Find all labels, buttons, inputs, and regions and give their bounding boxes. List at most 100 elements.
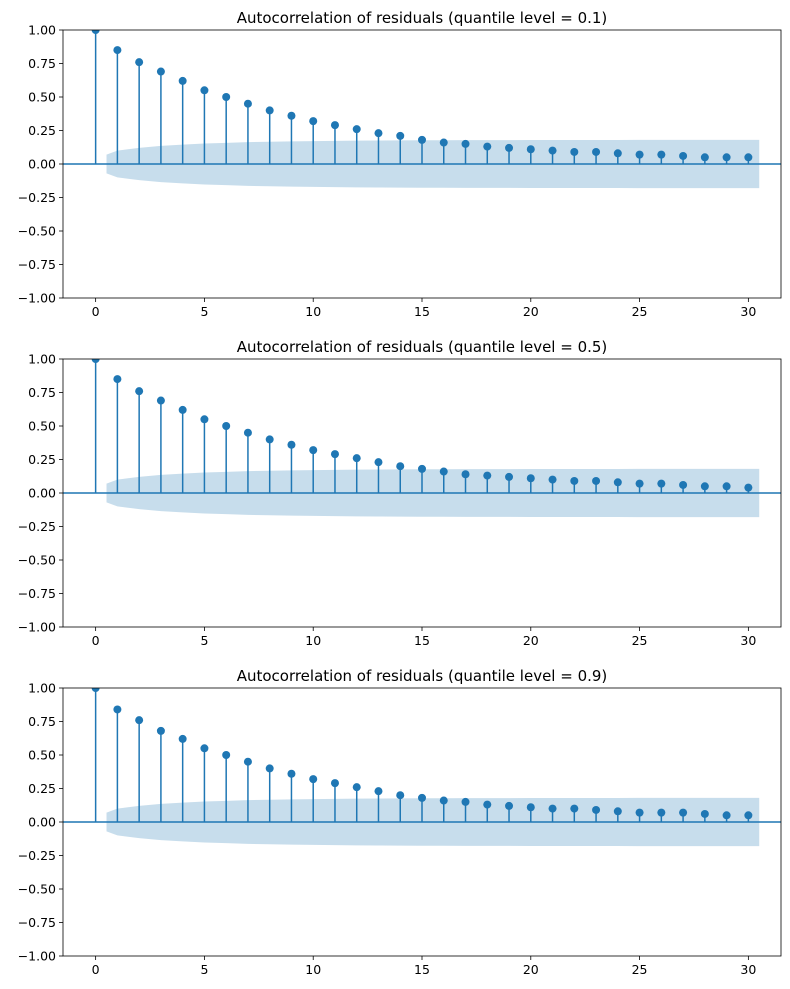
acf-point-lag-21 bbox=[548, 804, 557, 813]
acf-point-lag-15 bbox=[418, 135, 426, 144]
acf-point-lag-22 bbox=[570, 147, 579, 156]
acf-point-lag-18 bbox=[483, 800, 492, 809]
acf-point-lag-9 bbox=[287, 769, 296, 778]
acf-point-lag-29 bbox=[722, 153, 731, 162]
acf-point-lag-10 bbox=[309, 446, 318, 455]
y-tick-label: −1.00 bbox=[18, 949, 56, 964]
x-tick-label: 15 bbox=[414, 962, 430, 977]
y-tick-label: 0.50 bbox=[28, 90, 56, 105]
acf-point-lag-2 bbox=[135, 387, 144, 396]
acf-point-lag-21 bbox=[548, 475, 557, 484]
acf-point-lag-13 bbox=[374, 458, 383, 467]
acf-point-lag-25 bbox=[635, 479, 644, 488]
acf-point-lag-8 bbox=[265, 764, 274, 773]
x-tick-label: 25 bbox=[632, 962, 648, 977]
y-tick-label: −0.50 bbox=[18, 224, 56, 239]
acf-point-lag-4 bbox=[178, 734, 187, 743]
acf-point-lag-5 bbox=[200, 415, 209, 424]
acf-point-lag-28 bbox=[700, 153, 709, 162]
x-tick-label: 15 bbox=[414, 304, 430, 319]
acf-point-lag-0 bbox=[91, 359, 100, 363]
acf-point-lag-14 bbox=[396, 791, 405, 800]
acf-point-lag-28 bbox=[700, 809, 709, 818]
acf-point-lag-15 bbox=[418, 464, 426, 473]
acf-point-lag-4 bbox=[178, 76, 187, 85]
acf-point-lag-6 bbox=[222, 93, 231, 101]
acf-point-lag-26 bbox=[657, 479, 666, 488]
acf-point-lag-0 bbox=[91, 688, 100, 692]
acf-point-lag-12 bbox=[352, 454, 361, 463]
x-tick-label: 5 bbox=[200, 962, 208, 977]
y-tick-label: −0.50 bbox=[18, 553, 56, 568]
x-tick-label: 25 bbox=[632, 633, 648, 648]
plot-area bbox=[63, 30, 781, 189]
acf-point-lag-21 bbox=[548, 146, 557, 155]
acf-point-lag-19 bbox=[505, 472, 514, 481]
acf-point-lag-13 bbox=[374, 787, 383, 796]
acf-point-lag-24 bbox=[613, 149, 622, 158]
x-tick-label: 0 bbox=[92, 304, 100, 319]
x-tick-label: 15 bbox=[414, 633, 430, 648]
acf-panel-3: 0 5 10 15 20 25 30 −1.00 −0.75 −0.50 −0.25 0.00 0.25… bbox=[18, 667, 782, 977]
acf-point-lag-23 bbox=[592, 805, 601, 814]
y-tick-label: 0.00 bbox=[28, 815, 56, 830]
y-tick-label: −0.25 bbox=[18, 519, 56, 534]
acf-point-lag-9 bbox=[287, 111, 296, 120]
acf-point-lag-26 bbox=[657, 150, 666, 159]
acf-point-lag-18 bbox=[483, 471, 492, 480]
acf-point-lag-17 bbox=[461, 470, 470, 479]
acf-point-lag-16 bbox=[439, 796, 448, 805]
x-tick-label: 30 bbox=[740, 304, 756, 319]
y-tick-label: 0.50 bbox=[28, 748, 56, 763]
acf-point-lag-7 bbox=[243, 428, 252, 437]
acf-point-lag-6 bbox=[222, 422, 231, 430]
chart-title: Autocorrelation of residuals (quantile l… bbox=[237, 667, 608, 685]
x-tick-label: 10 bbox=[305, 633, 321, 648]
y-tick-label: 1.00 bbox=[28, 352, 56, 367]
x-tick-label: 20 bbox=[523, 304, 539, 319]
acf-point-lag-1 bbox=[113, 46, 122, 55]
x-tick-label: 5 bbox=[200, 304, 208, 319]
acf-point-lag-11 bbox=[330, 121, 339, 130]
y-tick-label: 1.00 bbox=[28, 681, 56, 696]
y-tick-label: −1.00 bbox=[18, 620, 56, 635]
y-tick-label: 0.50 bbox=[28, 419, 56, 434]
y-tick-label: 0.75 bbox=[28, 714, 56, 729]
y-tick-label: 0.25 bbox=[28, 452, 56, 467]
acf-point-lag-5 bbox=[200, 86, 209, 95]
acf-point-lag-1 bbox=[113, 705, 122, 714]
chart-title: Autocorrelation of residuals (quantile l… bbox=[237, 9, 608, 27]
y-tick-label: 0.00 bbox=[28, 157, 56, 172]
acf-point-lag-15 bbox=[418, 793, 426, 802]
acf-point-lag-9 bbox=[287, 440, 296, 449]
acf-point-lag-14 bbox=[396, 462, 405, 471]
acf-point-lag-27 bbox=[679, 480, 688, 489]
x-tick-label: 5 bbox=[200, 633, 208, 648]
y-tick-label: −0.75 bbox=[18, 915, 56, 930]
acf-point-lag-27 bbox=[679, 808, 688, 817]
acf-point-lag-0 bbox=[91, 30, 100, 34]
x-tick-label: 10 bbox=[305, 962, 321, 977]
acf-point-lag-1 bbox=[113, 375, 122, 384]
acf-point-lag-23 bbox=[592, 147, 601, 156]
y-tick-label: −1.00 bbox=[18, 291, 56, 306]
acf-point-lag-20 bbox=[526, 803, 535, 812]
acf-point-lag-12 bbox=[352, 125, 361, 134]
acf-point-lag-22 bbox=[570, 804, 579, 813]
y-tick-label: −0.75 bbox=[18, 257, 56, 272]
acf-point-lag-17 bbox=[461, 797, 470, 806]
y-tick-label: −0.75 bbox=[18, 586, 56, 601]
acf-point-lag-16 bbox=[439, 138, 448, 147]
acf-panel-2: 0 5 10 15 20 25 30 −1.00 −0.75 −0.50 −0.25 0.00 0.25… bbox=[18, 338, 782, 648]
acf-point-lag-24 bbox=[613, 478, 622, 487]
acf-point-lag-30 bbox=[744, 811, 753, 820]
acf-point-lag-16 bbox=[439, 467, 448, 476]
acf-point-lag-29 bbox=[722, 482, 731, 491]
x-tick-label: 0 bbox=[92, 633, 100, 648]
acf-point-lag-3 bbox=[156, 396, 165, 405]
acf-point-lag-2 bbox=[135, 58, 144, 67]
acf-point-lag-30 bbox=[744, 483, 753, 492]
acf-point-lag-10 bbox=[309, 775, 318, 784]
acf-point-lag-7 bbox=[243, 99, 252, 108]
